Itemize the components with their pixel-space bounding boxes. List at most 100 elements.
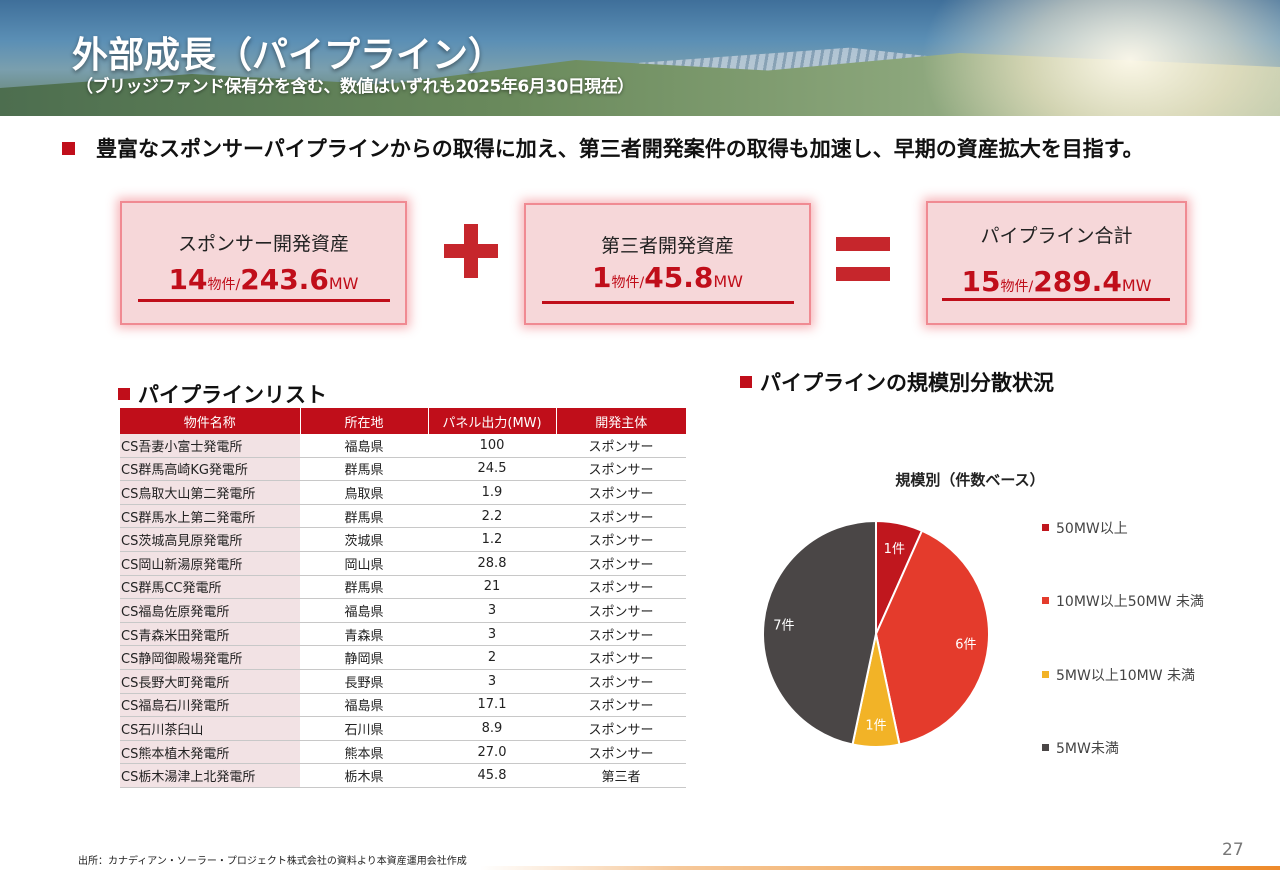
header-banner <box>0 0 1280 116</box>
table-row: CS鳥取大山第二発電所 鳥取県 1.9 スポンサー <box>120 480 686 505</box>
legend-item: 10MW以上50MW 未満 <box>1042 591 1204 611</box>
total-count-unit: 物件/ <box>1000 279 1034 295</box>
legend-swatch <box>1042 671 1049 678</box>
pipeline-list-heading-text: パイプラインリスト <box>138 383 327 407</box>
property-name-cell: CS群馬水上第二発電所 <box>120 504 300 529</box>
footer-accent-line <box>480 866 1280 870</box>
property-name-cell: CS青森米田発電所 <box>120 622 300 647</box>
column-header: 物件名称 <box>120 408 300 434</box>
property-name-cell: CS福島石川発電所 <box>120 693 300 718</box>
panel-output-cell: 3 <box>428 669 556 694</box>
developer-cell: スポンサー <box>556 693 686 718</box>
property-name-cell: CS静岡御殿場発電所 <box>120 645 300 670</box>
panel-output-cell: 21 <box>428 575 556 600</box>
developer-cell: スポンサー <box>556 457 686 482</box>
developer-cell: スポンサー <box>556 527 686 552</box>
lead-text: 豊富なスポンサーパイプラインからの取得に加え、第三者開発案件の取得も加速し、早期… <box>96 137 1144 161</box>
chart-title: 規模別（件数ベース） <box>895 471 1045 489</box>
source-note: 出所：カナディアン・ソーラー・プロジェクト株式会社の資料より本資産運用会社作成 <box>78 856 467 867</box>
property-name-cell: CS群馬高崎KG発電所 <box>120 457 300 482</box>
bullet-square-icon <box>118 388 130 400</box>
legend-label: 5MW以上10MW 未満 <box>1056 668 1196 684</box>
sponsor-label: スポンサー開発資産 <box>177 233 349 255</box>
property-name-cell: CS石川茶臼山 <box>120 716 300 741</box>
third-party-summary-box: 第三者開発資産 1物件/45.8MW <box>524 203 811 325</box>
legend-label: 10MW以上50MW 未満 <box>1056 594 1204 610</box>
pipeline-table: 物件名称 所在地 パネル出力(MW) 開発主体 CS吾妻小富士発電所 福島県 100 スポン… <box>120 408 686 788</box>
pie-data-label: 6件 <box>955 637 976 652</box>
table-row: CS長野大町発電所 長野県 3 スポンサー <box>120 669 686 694</box>
table-header-row: 物件名称 所在地 パネル出力(MW) 開発主体 <box>120 408 686 434</box>
panel-output-cell: 27.0 <box>428 740 556 765</box>
bullet-square-icon <box>740 376 752 388</box>
developer-cell: スポンサー <box>556 669 686 694</box>
legend-swatch <box>1042 524 1049 531</box>
total-count: 15 <box>961 265 1001 298</box>
table-row: CS青森米田発電所 青森県 3 スポンサー <box>120 622 686 647</box>
property-name-cell: CS岡山新湯原発電所 <box>120 551 300 576</box>
developer-cell: スポンサー <box>556 622 686 647</box>
plus-icon <box>444 224 498 278</box>
panel-output-cell: 3 <box>428 622 556 647</box>
legend-item: 5MW未満 <box>1042 738 1119 758</box>
property-name-cell: CS栃木湯津上北発電所 <box>120 763 300 788</box>
legend-label: 50MW以上 <box>1056 521 1128 537</box>
developer-cell: スポンサー <box>556 504 686 529</box>
developer-cell: スポンサー <box>556 716 686 741</box>
page-number: 27 <box>1222 840 1244 860</box>
developer-cell: スポンサー <box>556 645 686 670</box>
location-cell: 福島県 <box>300 693 428 718</box>
sponsor-value: 14物件/243.6MW <box>122 263 405 296</box>
property-name-cell: CS熊本植木発電所 <box>120 740 300 765</box>
property-name-cell: CS茨城高見原発電所 <box>120 527 300 552</box>
panel-output-cell: 1.2 <box>428 527 556 552</box>
panel-output-cell: 24.5 <box>428 457 556 482</box>
column-header: 所在地 <box>299 408 428 434</box>
sponsor-summary-box: スポンサー開発資産 14物件/243.6MW <box>120 201 407 325</box>
location-cell: 福島県 <box>300 598 428 623</box>
location-cell: 長野県 <box>300 669 428 694</box>
total-value: 15物件/289.4MW <box>928 265 1185 298</box>
pie-data-label: 1件 <box>884 542 905 557</box>
legend-item: 50MW以上 <box>1042 518 1128 538</box>
third-party-mw-unit: MW <box>713 272 743 291</box>
location-cell: 福島県 <box>300 434 428 458</box>
table-row: CS群馬水上第二発電所 群馬県 2.2 スポンサー <box>120 504 686 529</box>
page-title: 外部成長（パイプライン） <box>72 35 505 76</box>
panel-output-cell: 2.2 <box>428 504 556 529</box>
panel-output-cell: 45.8 <box>428 763 556 788</box>
panel-output-cell: 100 <box>428 434 556 458</box>
legend-swatch <box>1042 744 1049 751</box>
third-party-mw: 45.8 <box>644 261 714 294</box>
pie-data-label: 7件 <box>773 618 794 633</box>
panel-output-cell: 3 <box>428 598 556 623</box>
developer-cell: スポンサー <box>556 575 686 600</box>
table-row: CS群馬高崎KG発電所 群馬県 24.5 スポンサー <box>120 457 686 482</box>
total-underline <box>942 298 1170 301</box>
table-row: CS福島石川発電所 福島県 17.1 スポンサー <box>120 693 686 718</box>
distribution-heading: パイプラインの規模別分散状況 <box>740 367 1054 397</box>
table-row: CS岡山新湯原発電所 岡山県 28.8 スポンサー <box>120 551 686 576</box>
table-row: CS静岡御殿場発電所 静岡県 2 スポンサー <box>120 645 686 670</box>
property-name-cell: CS長野大町発電所 <box>120 669 300 694</box>
location-cell: 群馬県 <box>300 457 428 482</box>
developer-cell: スポンサー <box>556 740 686 765</box>
panel-output-cell: 8.9 <box>428 716 556 741</box>
sponsor-mw: 243.6 <box>240 263 329 296</box>
property-name-cell: CS群馬CC発電所 <box>120 575 300 600</box>
panel-output-cell: 2 <box>428 645 556 670</box>
bullet-square-icon <box>62 142 75 155</box>
total-label: パイプライン合計 <box>980 225 1133 247</box>
pie-data-label: 1件 <box>865 718 886 733</box>
table-row: CS茨城高見原発電所 茨城県 1.2 スポンサー <box>120 527 686 552</box>
location-cell: 静岡県 <box>300 645 428 670</box>
property-name-cell: CS吾妻小富士発電所 <box>120 434 300 458</box>
sponsor-count-unit: 物件/ <box>207 277 241 293</box>
panel-output-cell: 1.9 <box>428 480 556 505</box>
developer-cell: スポンサー <box>556 551 686 576</box>
developer-cell: 第三者 <box>556 763 686 788</box>
location-cell: 茨城県 <box>300 527 428 552</box>
table-row: CS福島佐原発電所 福島県 3 スポンサー <box>120 598 686 623</box>
panel-output-cell: 17.1 <box>428 693 556 718</box>
developer-cell: スポンサー <box>556 598 686 623</box>
